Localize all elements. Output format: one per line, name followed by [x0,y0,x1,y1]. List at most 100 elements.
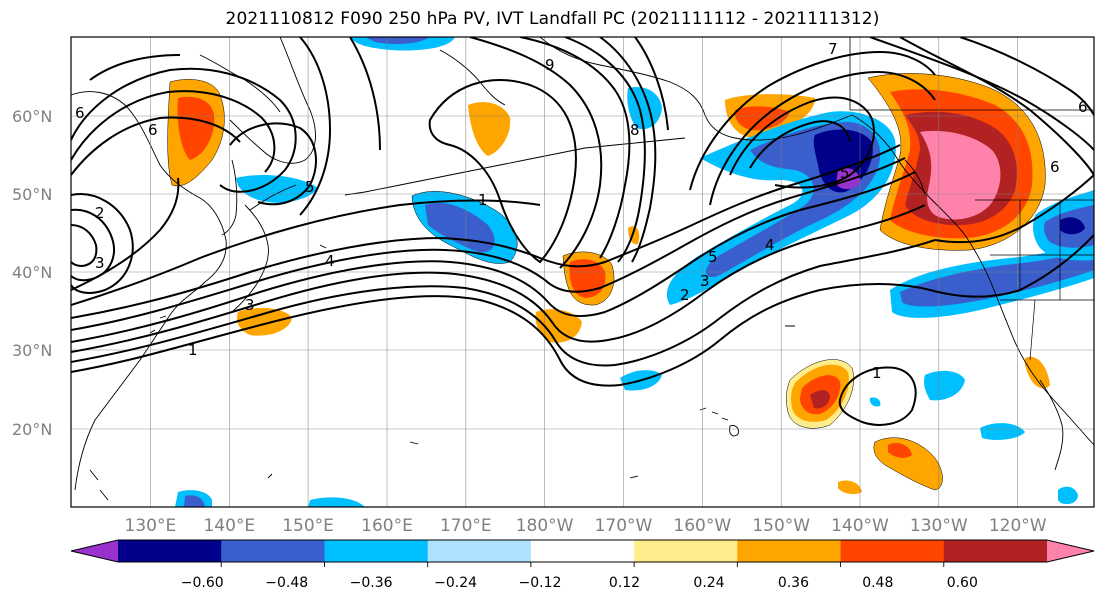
colorbar-swatch [427,540,532,562]
colorbar-ticks [220,562,945,567]
lon-label: 120°W [989,516,1047,536]
colorbar-swatch [118,540,222,562]
coastline-kamchatka [229,37,316,164]
colorbar-extend-max [1047,540,1094,562]
lon-label: 140°W [831,516,889,536]
lat-label: 60°N [12,107,52,126]
shade-negative [365,37,430,45]
pv-contour [564,37,646,263]
pv-shading [167,37,1094,507]
pv-contour [899,37,1094,176]
colorbar-extend-min [71,540,118,562]
lat-label: 40°N [12,263,52,282]
contour-label: 4 [765,236,775,254]
colorbar-tick-label: −0.24 [434,575,477,591]
colorbar-tick-label: 0.24 [693,575,724,591]
contour-label: 7 [828,40,838,58]
pv-contour [71,208,115,282]
colorbar-swatch [530,540,635,562]
colorbar-tick-label: 0.12 [609,575,640,591]
pv-contour [929,234,1094,298]
lon-label: 130°E [125,516,177,536]
colorbar-outline [70,539,1095,563]
lat-label: 30°N [12,341,52,360]
coastline-baja [1039,379,1064,471]
pv-contour [689,50,936,191]
coastline-asia [71,91,227,491]
coastline-sakhalin [221,159,238,236]
shade-positive [888,443,912,458]
contour-label: 1 [478,191,488,209]
contour-label: 1 [872,364,882,382]
shade-positive [236,307,292,336]
contour-label: 2 [680,286,690,304]
longitude-labels: 130°E 140°E 150°E 160°E 170°E 180°W 170°… [125,516,1047,536]
contour-label: 3 [245,296,255,314]
map-title: 2021110812 F090 250 hPa PV, IVT Landfall… [225,9,880,29]
colorbar-swatch [221,540,325,562]
shade-negative [869,397,881,407]
lon-label: 150°W [752,516,810,536]
pv-contour [71,204,926,353]
shade-positive [920,130,1001,220]
contour-label: 6 [75,104,85,122]
pv-contour [71,171,916,343]
pv-contour [71,157,906,331]
pv-contour [469,37,603,269]
pv-contour [71,116,241,176]
lon-label: 160°W [673,516,731,536]
shade-positive [838,480,862,495]
pv-contour [599,37,657,263]
pv-contour [89,54,181,81]
coastline-hawaii [699,407,739,437]
contour-labels: 1 2 3 4 5 6 7 8 9 1 3 5 6 2 3 4 5 6 1 6 [75,40,1088,382]
lon-label: 170°W [595,516,653,536]
shade-negative [900,250,1094,307]
pv-contour [71,224,98,268]
pv-contour [428,79,577,264]
pv-contour [869,37,1094,151]
contour-label: 5 [708,248,718,266]
shade-positive [535,309,582,343]
coastline-japan [231,204,269,313]
lon-label: 160°E [361,516,413,536]
coastline-islands [89,244,795,501]
pv-contour [634,37,669,131]
shade-negative [425,202,495,253]
pv-contour [299,37,332,216]
lon-label: 130°W [910,516,968,536]
coastline-kuril [249,184,297,211]
contour-label: 6 [148,121,158,139]
contour-label: 2 [95,204,105,222]
pv-contour [729,96,875,189]
pv-contour [71,193,134,294]
coastlines [71,37,1094,501]
colorbar-swatch [840,540,945,562]
shade-negative [980,423,1025,440]
contour-label: 5 [305,178,315,196]
lon-label: 170°E [440,516,492,536]
contour-label: 6 [1078,98,1088,116]
pv-contour [71,67,297,193]
colorbar-swatch [737,540,842,562]
pv-contour [71,199,541,306]
shade-positive [1024,356,1050,389]
pv-contour [838,366,917,426]
shade-positive [177,96,215,160]
border-us-states [990,200,1094,361]
contour-label: 3 [95,254,105,272]
contour-label: 5 [840,164,850,182]
pv-contour [71,283,931,387]
colorbar-tick-label: −0.48 [265,575,308,591]
pv-contour [229,122,317,206]
coastline-aleutian [344,137,686,196]
shade-positive [468,102,511,156]
colorbar-swatches [71,540,1094,562]
colorbar-swatch [324,540,429,562]
colorbar-tick-label: −0.60 [181,575,224,591]
contour-label: 4 [325,252,335,270]
shade-negative [1058,486,1078,505]
colorbar-swatch [634,540,738,562]
contour-label: 3 [700,272,710,290]
